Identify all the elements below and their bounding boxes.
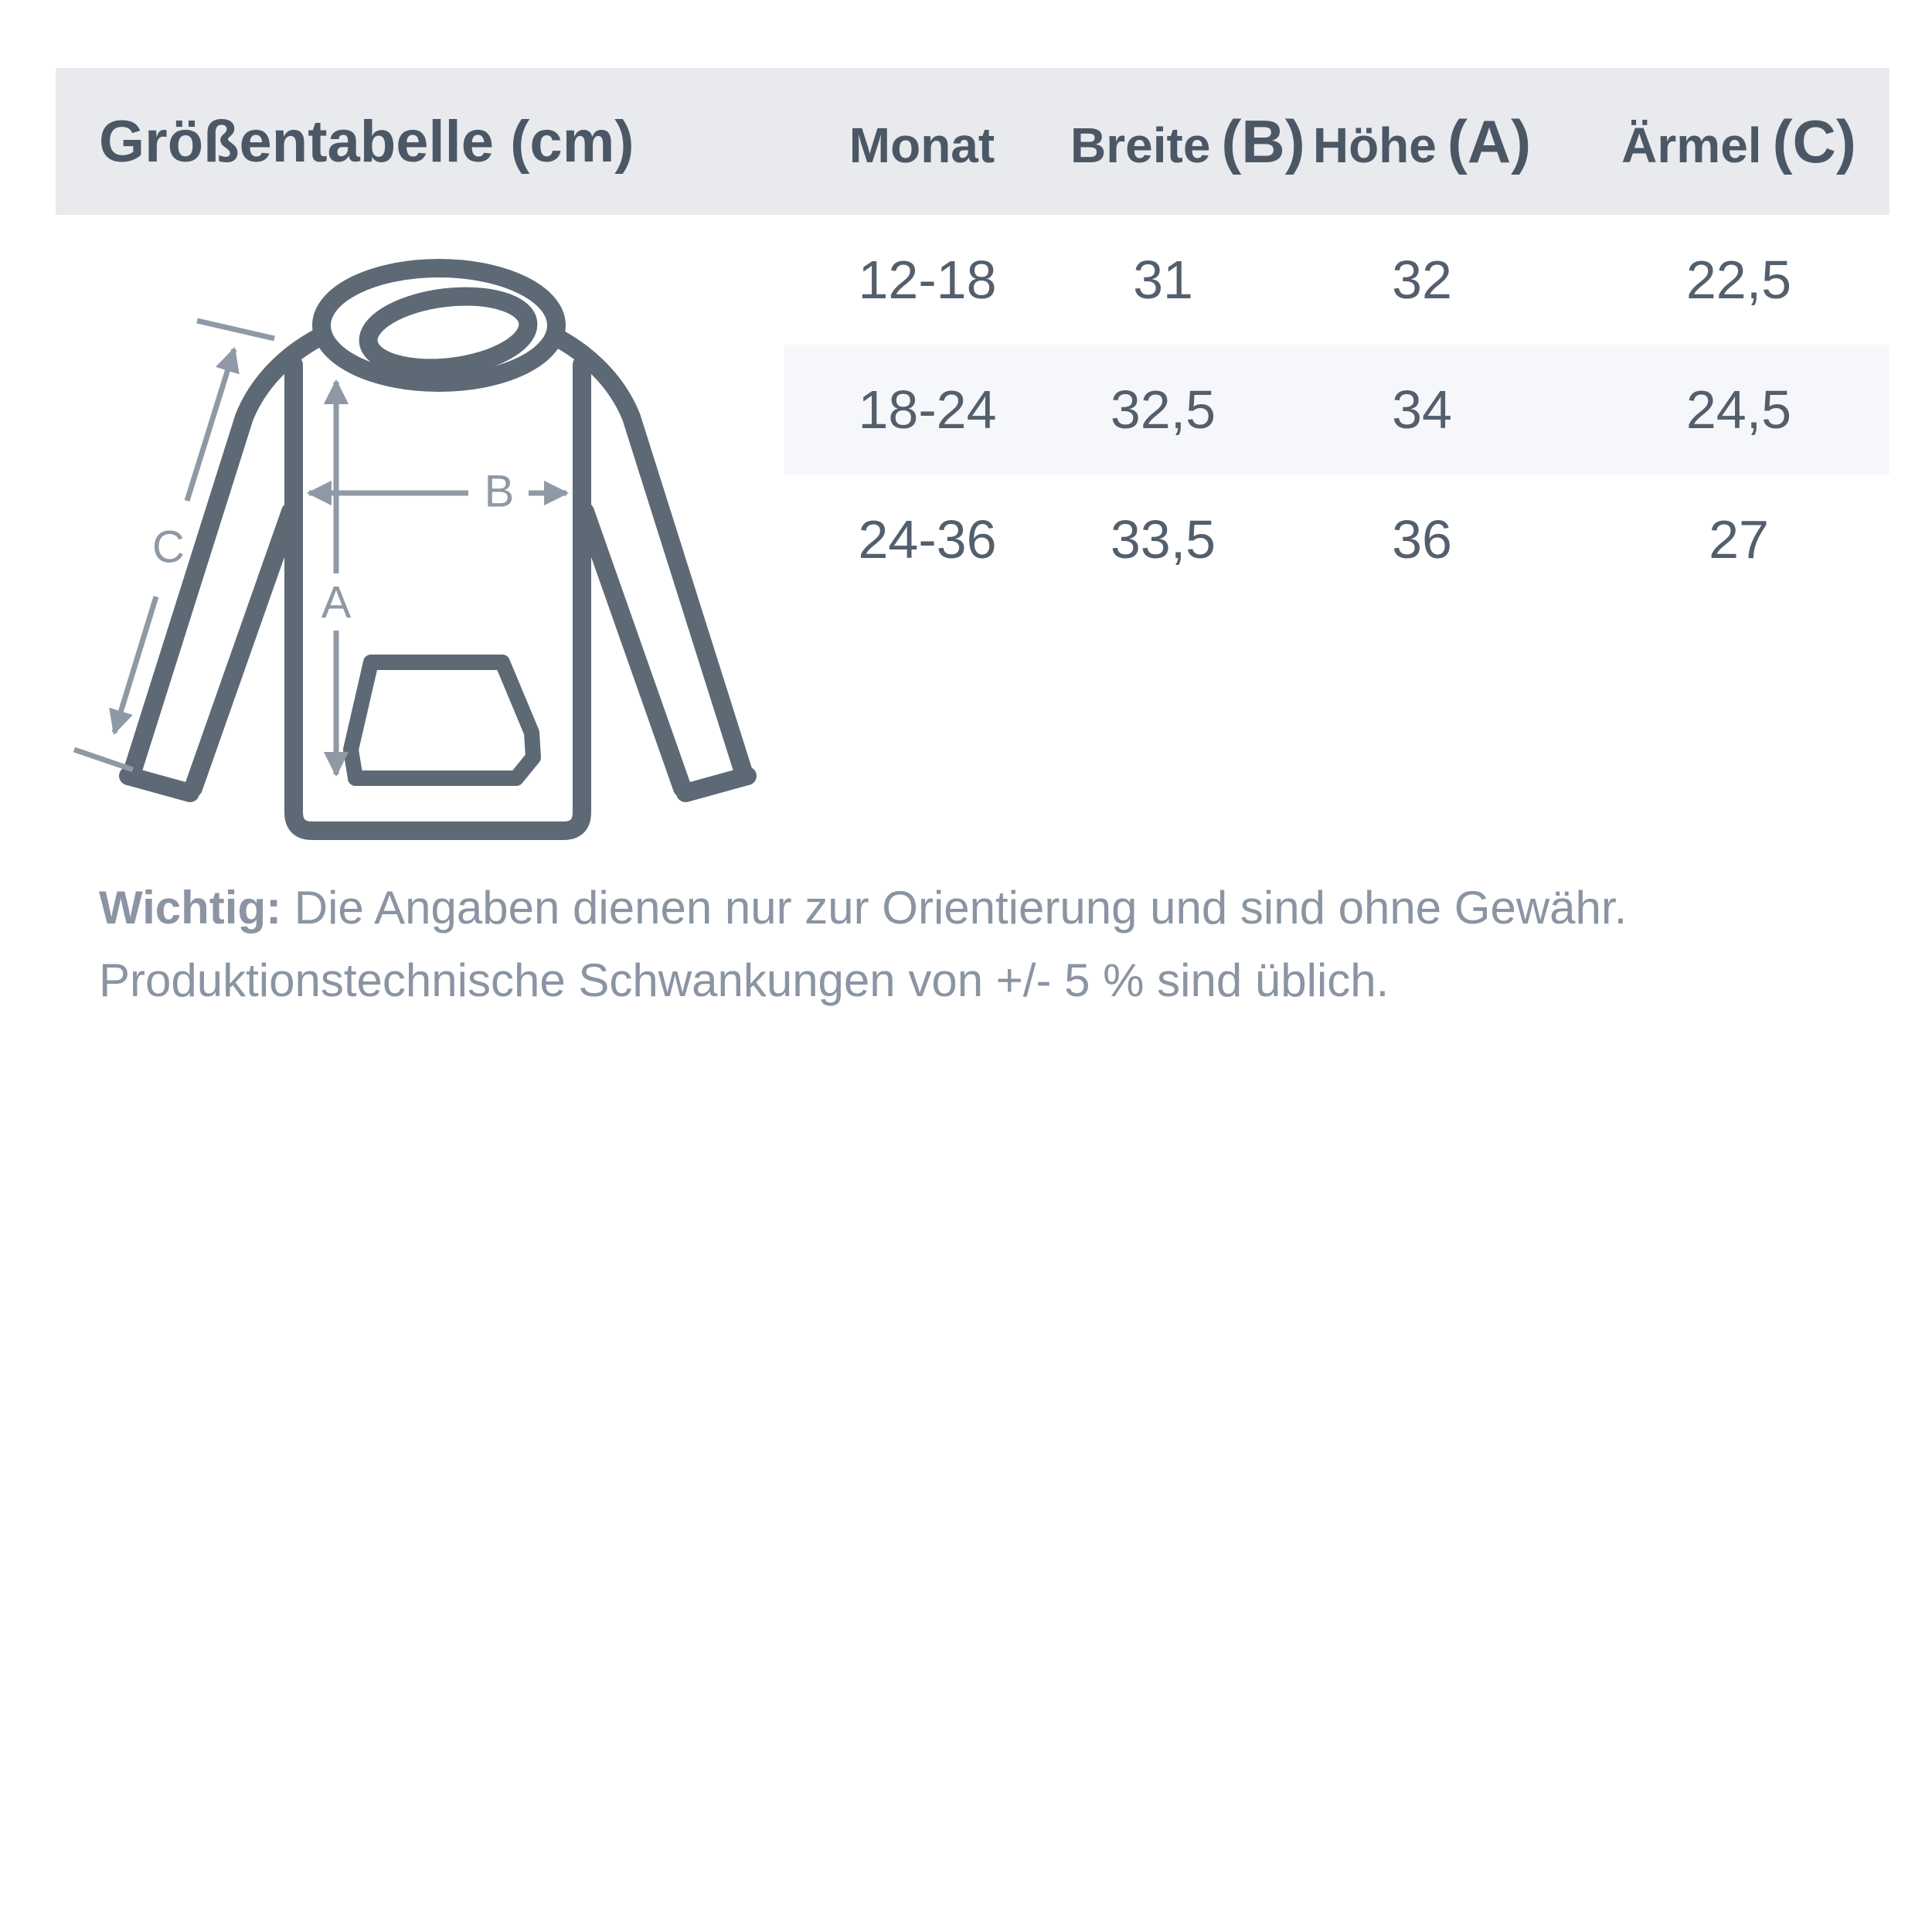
cell-breite: 32,5 [1110,379,1216,440]
cell-breite: 33,5 [1110,509,1216,570]
column-header-hoehe: Höhe (A) [1256,107,1588,177]
note-important-label: Wichtig: [99,882,282,934]
hoodie-measurement-diagram: A B C [73,259,757,840]
dimension-label-c: C [152,522,185,573]
hoodie-outline-graphic [119,259,757,840]
column-header-label: Monat [849,117,995,173]
dimension-arrows [73,318,570,777]
cell-aermel: 24,5 [1685,379,1792,440]
table-header-band: Größentabelle (cm) Monat Breite (B) Höhe(… [56,68,1889,215]
column-header-aermel: Ärmel (C) [1588,107,1889,177]
cell-monat: 18-24 [858,379,997,440]
cell-breite: 31 [1133,250,1193,310]
column-header-monat: Monat [784,107,1070,177]
cell-monat: 12-18 [858,250,997,310]
note-line-1: Wichtig: Die Angaben dienen nur zur Orie… [99,872,1876,944]
cell-hoehe: 34 [1392,379,1452,440]
column-header-breite: Breite (B) [1070,107,1305,177]
table-row: 24-36 33,5 36 27 [784,474,1889,604]
cell-aermel: 22,5 [1685,250,1792,310]
cell-monat: 24-36 [858,509,997,570]
dimension-label-b: B [485,467,515,517]
page-title: Größentabelle (cm) [99,108,634,175]
table-row: 12-18 31 32 22,5 [784,215,1889,345]
cell-hoehe: 32 [1392,250,1452,310]
column-header-letter: (B) [1221,107,1305,175]
column-header-label: Breite [1070,117,1211,173]
table-column-headers: Monat Breite (B) Höhe (A) Ärmel (C) [784,68,1889,215]
disclaimer-note: Wichtig: Die Angaben dienen nur zur Orie… [99,872,1876,1017]
cell-aermel: 27 [1709,509,1769,570]
table-row: 18-24 32,5 34 24,5 [784,345,1889,474]
column-header-letter: (C) [1772,107,1856,175]
column-header-label: Ärmel [1621,117,1762,173]
column-header-letter: (A) [1447,107,1532,175]
hoodie-pocket-graphic [343,655,541,786]
cell-hoehe: 36 [1392,509,1452,570]
dimension-label-a: A [321,578,352,628]
note-line1-text: Die Angaben dienen nur zur Orientierung … [281,882,1628,934]
size-table-rows: 12-18 31 32 22,5 18-24 32,5 34 24,5 24-3… [784,215,1889,604]
note-line-2: Produktionstechnische Schwankungen von +… [99,954,1389,1006]
column-header-label: Höhe [1312,117,1437,173]
